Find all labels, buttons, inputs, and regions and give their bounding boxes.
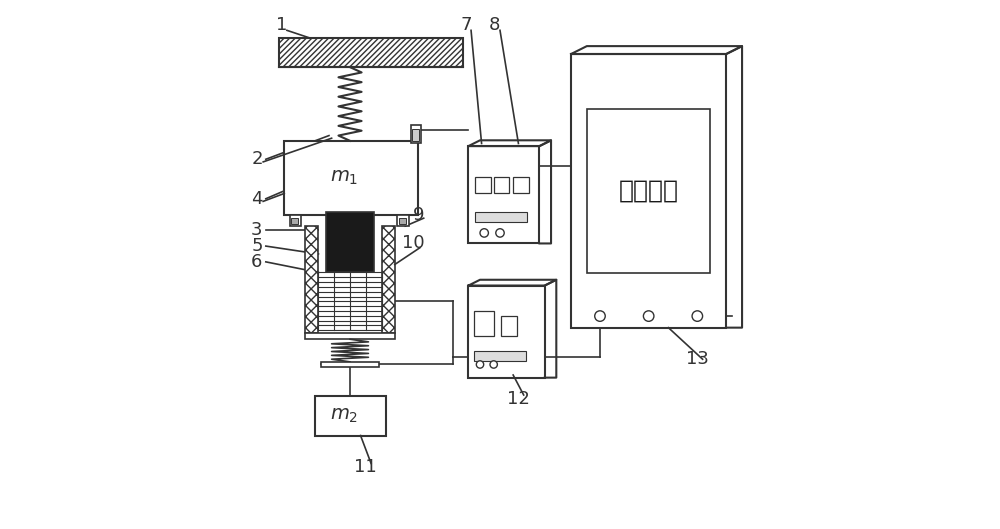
Bar — [305, 226, 318, 333]
Bar — [315, 396, 386, 435]
Circle shape — [595, 311, 605, 321]
Circle shape — [643, 311, 654, 321]
Circle shape — [476, 361, 484, 368]
Bar — [399, 217, 406, 224]
Bar — [571, 54, 726, 327]
Bar — [290, 214, 301, 226]
Text: 2: 2 — [251, 150, 263, 168]
Bar — [468, 286, 545, 378]
Text: 控制系统: 控制系统 — [619, 179, 679, 203]
Bar — [412, 129, 419, 141]
Text: 9: 9 — [413, 205, 424, 224]
Text: 3: 3 — [251, 221, 263, 239]
Circle shape — [496, 229, 504, 237]
Bar — [468, 146, 539, 243]
Circle shape — [480, 229, 488, 237]
Bar — [321, 362, 379, 367]
Bar — [587, 109, 710, 273]
Bar — [382, 226, 395, 333]
Bar — [494, 177, 509, 193]
Text: 1: 1 — [276, 16, 287, 34]
Text: 5: 5 — [251, 237, 263, 255]
Bar — [474, 351, 526, 361]
Text: 8: 8 — [489, 16, 500, 34]
Text: $m_1$: $m_1$ — [330, 168, 359, 187]
Bar — [284, 141, 418, 214]
Bar — [501, 316, 517, 336]
Bar — [326, 212, 374, 272]
Text: 12: 12 — [507, 390, 530, 408]
Circle shape — [490, 361, 497, 368]
Circle shape — [692, 311, 703, 321]
Bar — [305, 333, 395, 339]
Bar — [411, 125, 421, 143]
Text: 11: 11 — [354, 458, 377, 476]
Text: 10: 10 — [402, 234, 424, 252]
Bar — [475, 212, 527, 222]
Text: $m_2$: $m_2$ — [330, 406, 359, 425]
Text: 6: 6 — [251, 253, 263, 271]
Bar — [279, 38, 463, 67]
Text: 4: 4 — [251, 190, 263, 208]
Bar — [475, 177, 491, 193]
Bar — [474, 311, 494, 336]
Text: 13: 13 — [686, 350, 709, 368]
Bar — [513, 177, 529, 193]
Bar — [291, 217, 298, 224]
Bar — [397, 214, 409, 226]
Text: 7: 7 — [460, 16, 472, 34]
